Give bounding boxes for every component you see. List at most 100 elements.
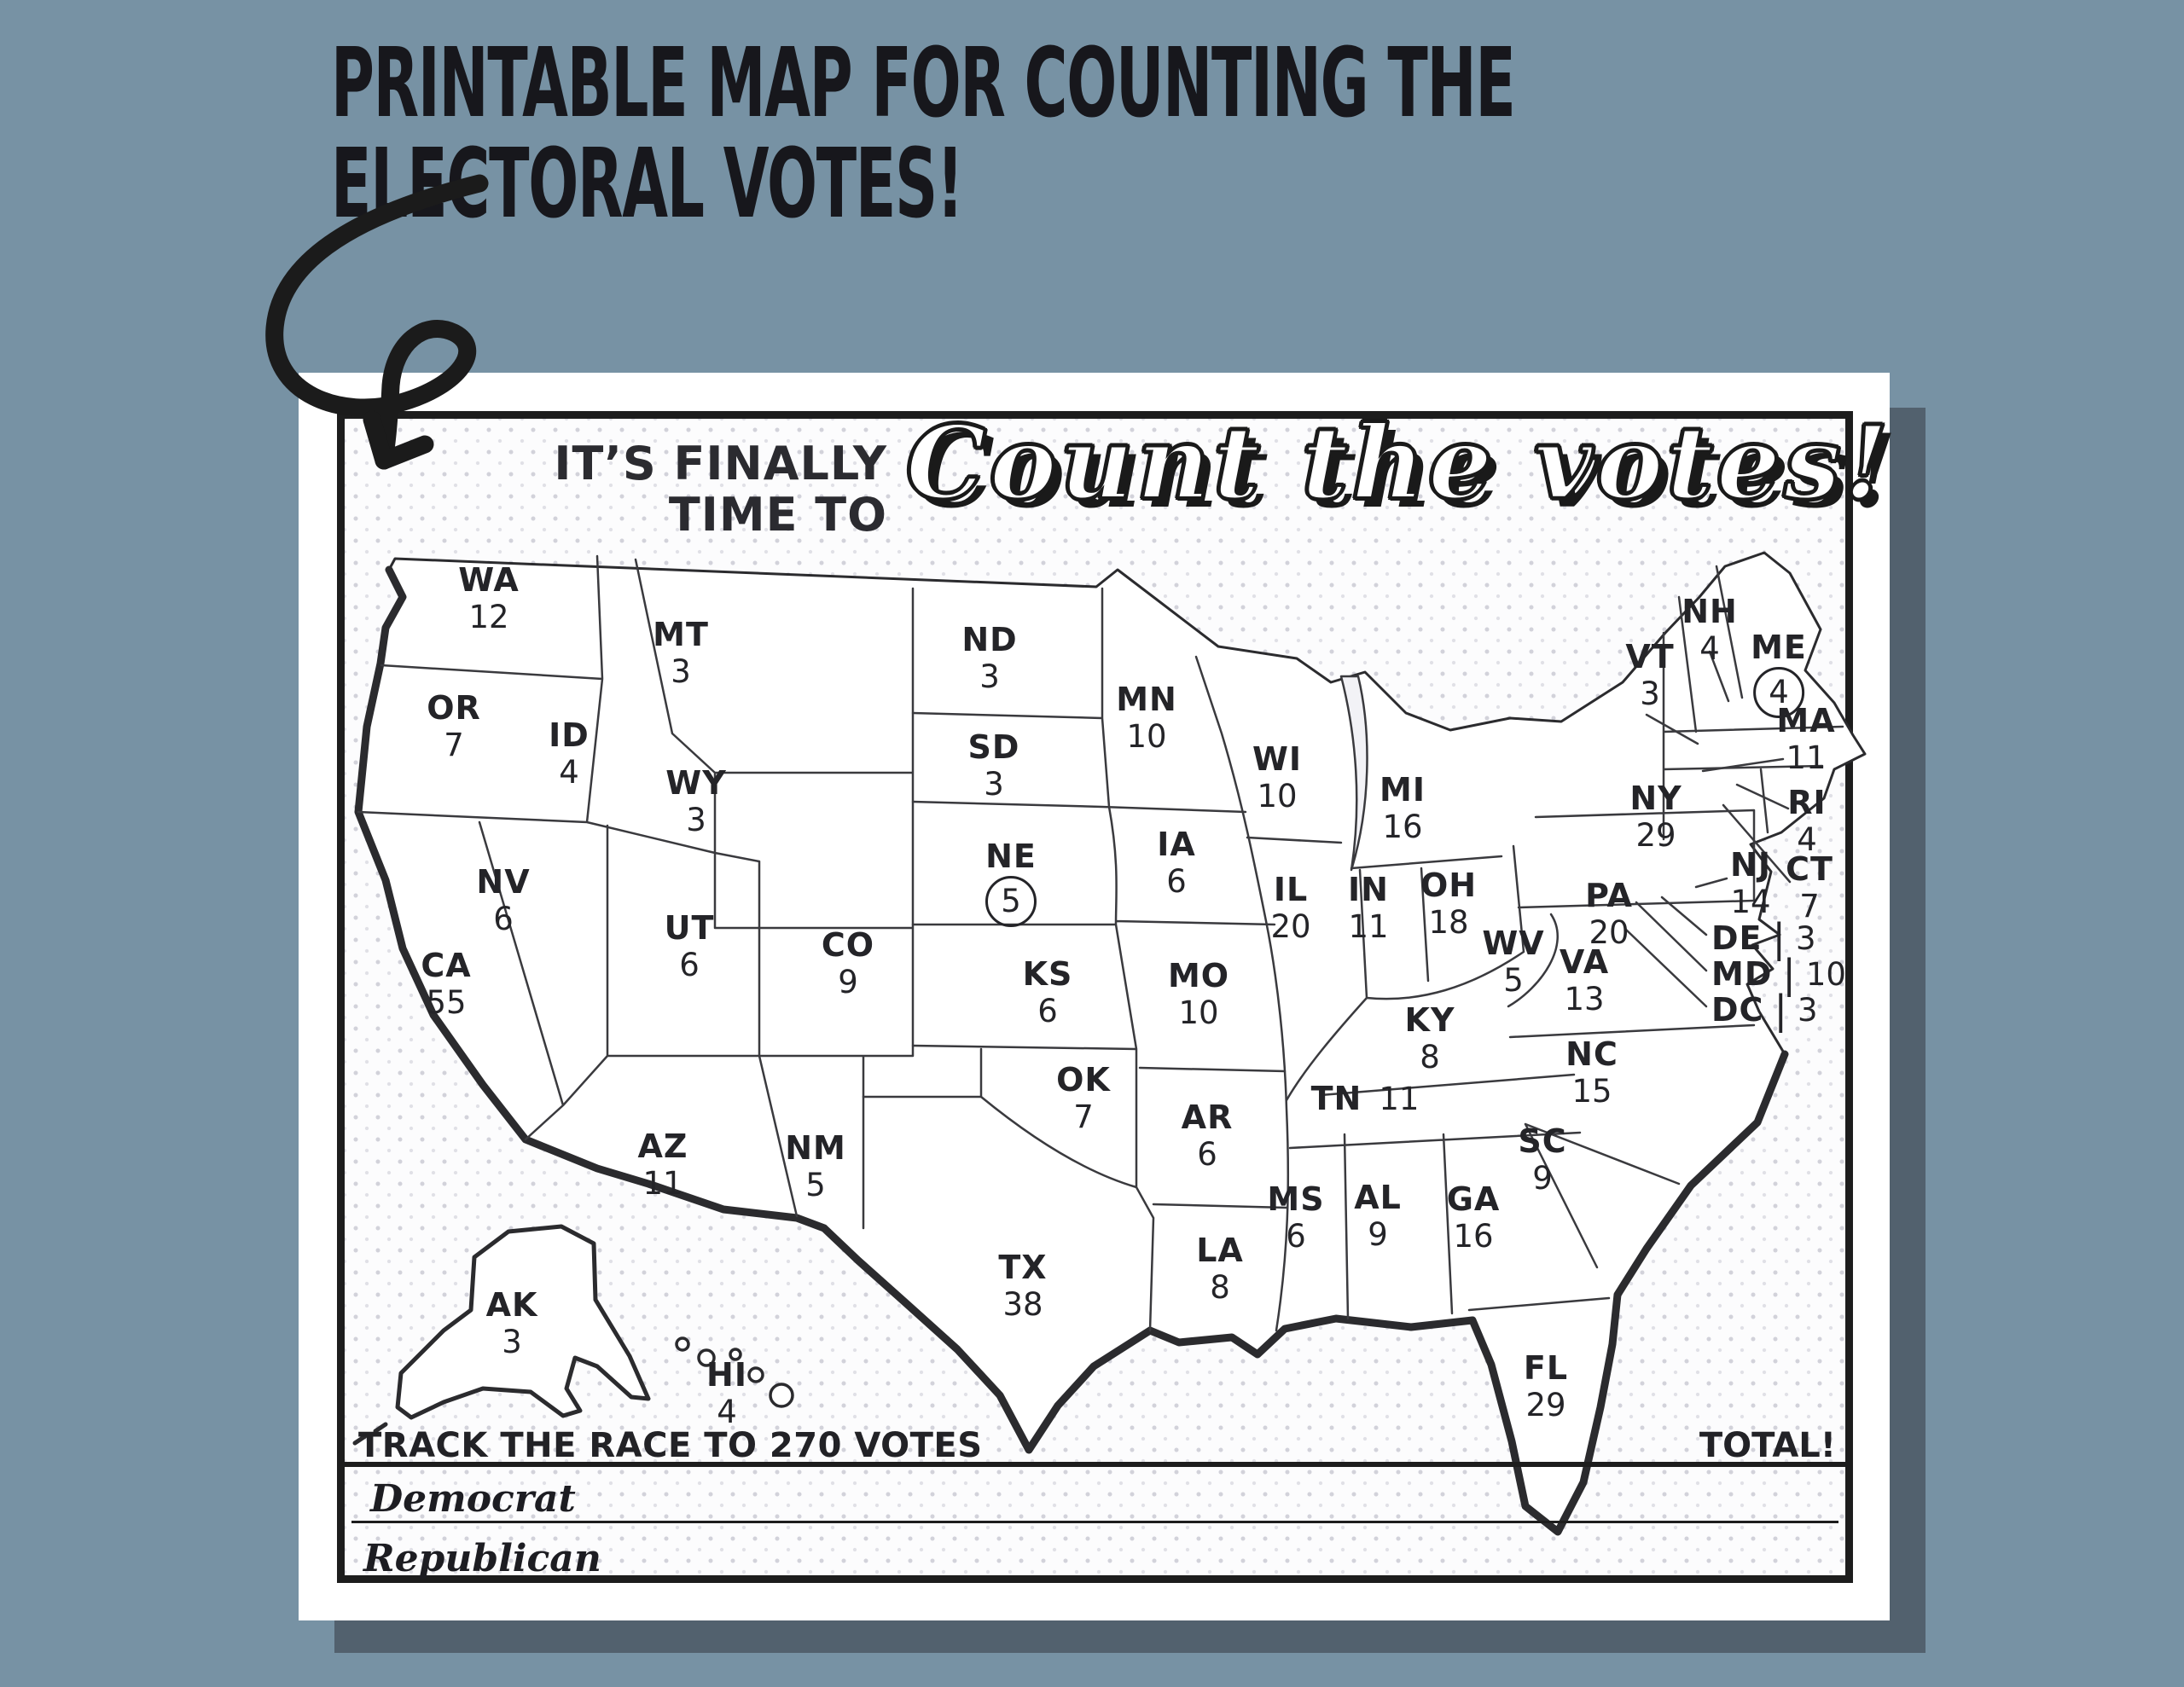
democrat-tally-row: Democrat <box>351 1469 1838 1523</box>
state-label-nh: NH 4 <box>1682 594 1738 666</box>
state-votes: 4 <box>717 1394 737 1431</box>
state-votes: 20 <box>1589 914 1629 952</box>
state-abbr: NV <box>476 863 531 901</box>
state-label-mo: MO 10 <box>1167 957 1230 1032</box>
state-votes: 4 <box>559 754 579 791</box>
state-abbr: SC <box>1518 1122 1567 1160</box>
state-abbr: RI <box>1787 784 1827 821</box>
state-label-ca: CA 55 <box>421 948 471 1020</box>
state-abbr: VA <box>1559 943 1610 981</box>
state-label-dc: DC | 3 <box>1711 988 1817 1032</box>
state-label-ct: CT 7 <box>1786 850 1833 924</box>
tracker-instruction: TRACK THE RACE TO 270 VOTES <box>358 1426 983 1465</box>
state-label-in: IN 11 <box>1348 872 1389 944</box>
state-votes: 10 <box>1257 778 1298 815</box>
state-label-ne: NE 5 <box>985 838 1037 928</box>
state-votes: 11 <box>1379 1081 1420 1117</box>
state-abbr: OK <box>1056 1061 1111 1099</box>
state-abbr: NM <box>785 1129 846 1167</box>
lake-michigan <box>1339 675 1368 872</box>
card-header-line2: TIME TO <box>668 488 887 542</box>
state-label-mt: MT 3 <box>653 617 709 689</box>
state-label-wa: WA 12 <box>458 562 520 635</box>
state-votes: 6 <box>1197 1136 1217 1174</box>
state-abbr: MD <box>1711 955 1773 994</box>
state-votes: 9 <box>1368 1216 1388 1254</box>
state-abbr: MO <box>1167 957 1230 994</box>
state-votes: 6 <box>679 947 700 984</box>
state-abbr: MN <box>1116 681 1177 718</box>
state-votes: 8 <box>1420 1039 1440 1076</box>
page-title: PRINTABLE MAP FOR COUNTING THE ELECTORAL… <box>331 33 1516 235</box>
state-label-ny: NY 29 <box>1629 780 1682 855</box>
state-label-sc: SC 9 <box>1518 1122 1567 1196</box>
thick-coastline <box>354 565 1789 1536</box>
state-label-id: ID 4 <box>549 716 590 791</box>
state-abbr: KS <box>1022 955 1073 993</box>
state-abbr: WY <box>665 764 727 802</box>
mississippi-river-border <box>1194 655 1290 1332</box>
state-abbr: AL <box>1354 1179 1402 1216</box>
state-label-ut: UT 6 <box>664 909 715 984</box>
republican-row-label: Republican <box>363 1537 601 1580</box>
total-label: TOTAL! <box>1699 1426 1836 1465</box>
state-abbr: CT <box>1786 850 1833 888</box>
state-abbr: AK <box>485 1286 538 1324</box>
pipe-divider: | <box>1772 915 1786 961</box>
state-votes: 29 <box>1635 817 1676 855</box>
state-abbr: WI <box>1252 740 1303 778</box>
state-abbr: NY <box>1629 780 1682 817</box>
state-label-nj: NJ 14 <box>1730 847 1771 919</box>
state-abbr: AZ <box>637 1128 688 1165</box>
state-label-de: DE | 3 <box>1711 915 1816 961</box>
state-votes: 3 <box>984 766 1004 803</box>
state-abbr: NE <box>985 838 1037 875</box>
state-abbr: IN <box>1348 871 1389 908</box>
state-label-nd: ND 3 <box>961 622 1017 696</box>
state-votes: 7 <box>444 727 464 764</box>
state-votes: 3 <box>671 653 691 691</box>
state-abbr: IL <box>1273 871 1309 908</box>
state-label-tx: TX 38 <box>998 1249 1048 1322</box>
state-label-la: LA 8 <box>1196 1232 1244 1305</box>
state-abbr: TX <box>998 1249 1048 1286</box>
aleutian-islands <box>352 1422 388 1446</box>
card-header-line1: IT’S FINALLY <box>554 437 887 490</box>
hawaii-islands <box>675 1336 794 1408</box>
state-abbr: CA <box>421 947 472 984</box>
state-votes: 10 <box>1178 994 1219 1032</box>
state-votes: 6 <box>493 901 514 938</box>
state-label-ar: AR 6 <box>1182 1099 1234 1174</box>
state-label-il: IL 20 <box>1270 872 1310 944</box>
state-label-sd: SD 3 <box>968 729 1020 803</box>
state-votes: 16 <box>1453 1218 1494 1255</box>
card-header-script-title: Count the votes! <box>904 402 1892 524</box>
state-label-ia: IA 6 <box>1157 826 1196 899</box>
state-abbr: OH <box>1420 867 1478 904</box>
state-label-nc: NC 15 <box>1565 1036 1618 1109</box>
state-abbr: KY <box>1404 1001 1455 1039</box>
state-votes: 5 <box>1503 962 1524 1000</box>
state-votes: 16 <box>1382 809 1423 846</box>
state-votes-circled: 5 <box>985 876 1037 928</box>
state-label-ok: OK 7 <box>1056 1061 1111 1134</box>
footer-divider-line <box>337 1462 1853 1467</box>
state-abbr: UT <box>664 909 715 947</box>
state-votes: 3 <box>1796 919 1816 957</box>
state-label-hi: HI 4 <box>706 1357 747 1431</box>
state-votes: 3 <box>1640 675 1660 713</box>
state-abbr: ID <box>549 716 590 754</box>
state-votes: 3 <box>502 1324 522 1361</box>
state-votes: 3 <box>979 658 1000 696</box>
state-votes: 9 <box>838 964 858 1001</box>
state-abbr: IA <box>1157 826 1196 863</box>
state-votes: 13 <box>1564 981 1605 1018</box>
state-label-ga: GA 16 <box>1447 1181 1501 1255</box>
state-label-md: MD | 10 <box>1711 953 1846 996</box>
state-abbr: ME <box>1751 629 1807 666</box>
state-label-va: VA 13 <box>1559 943 1610 1018</box>
state-votes: 4 <box>1797 821 1817 859</box>
state-abbr: NH <box>1682 593 1738 630</box>
state-votes: 4 <box>1699 630 1720 668</box>
state-label-ky: KY 8 <box>1404 1001 1455 1076</box>
